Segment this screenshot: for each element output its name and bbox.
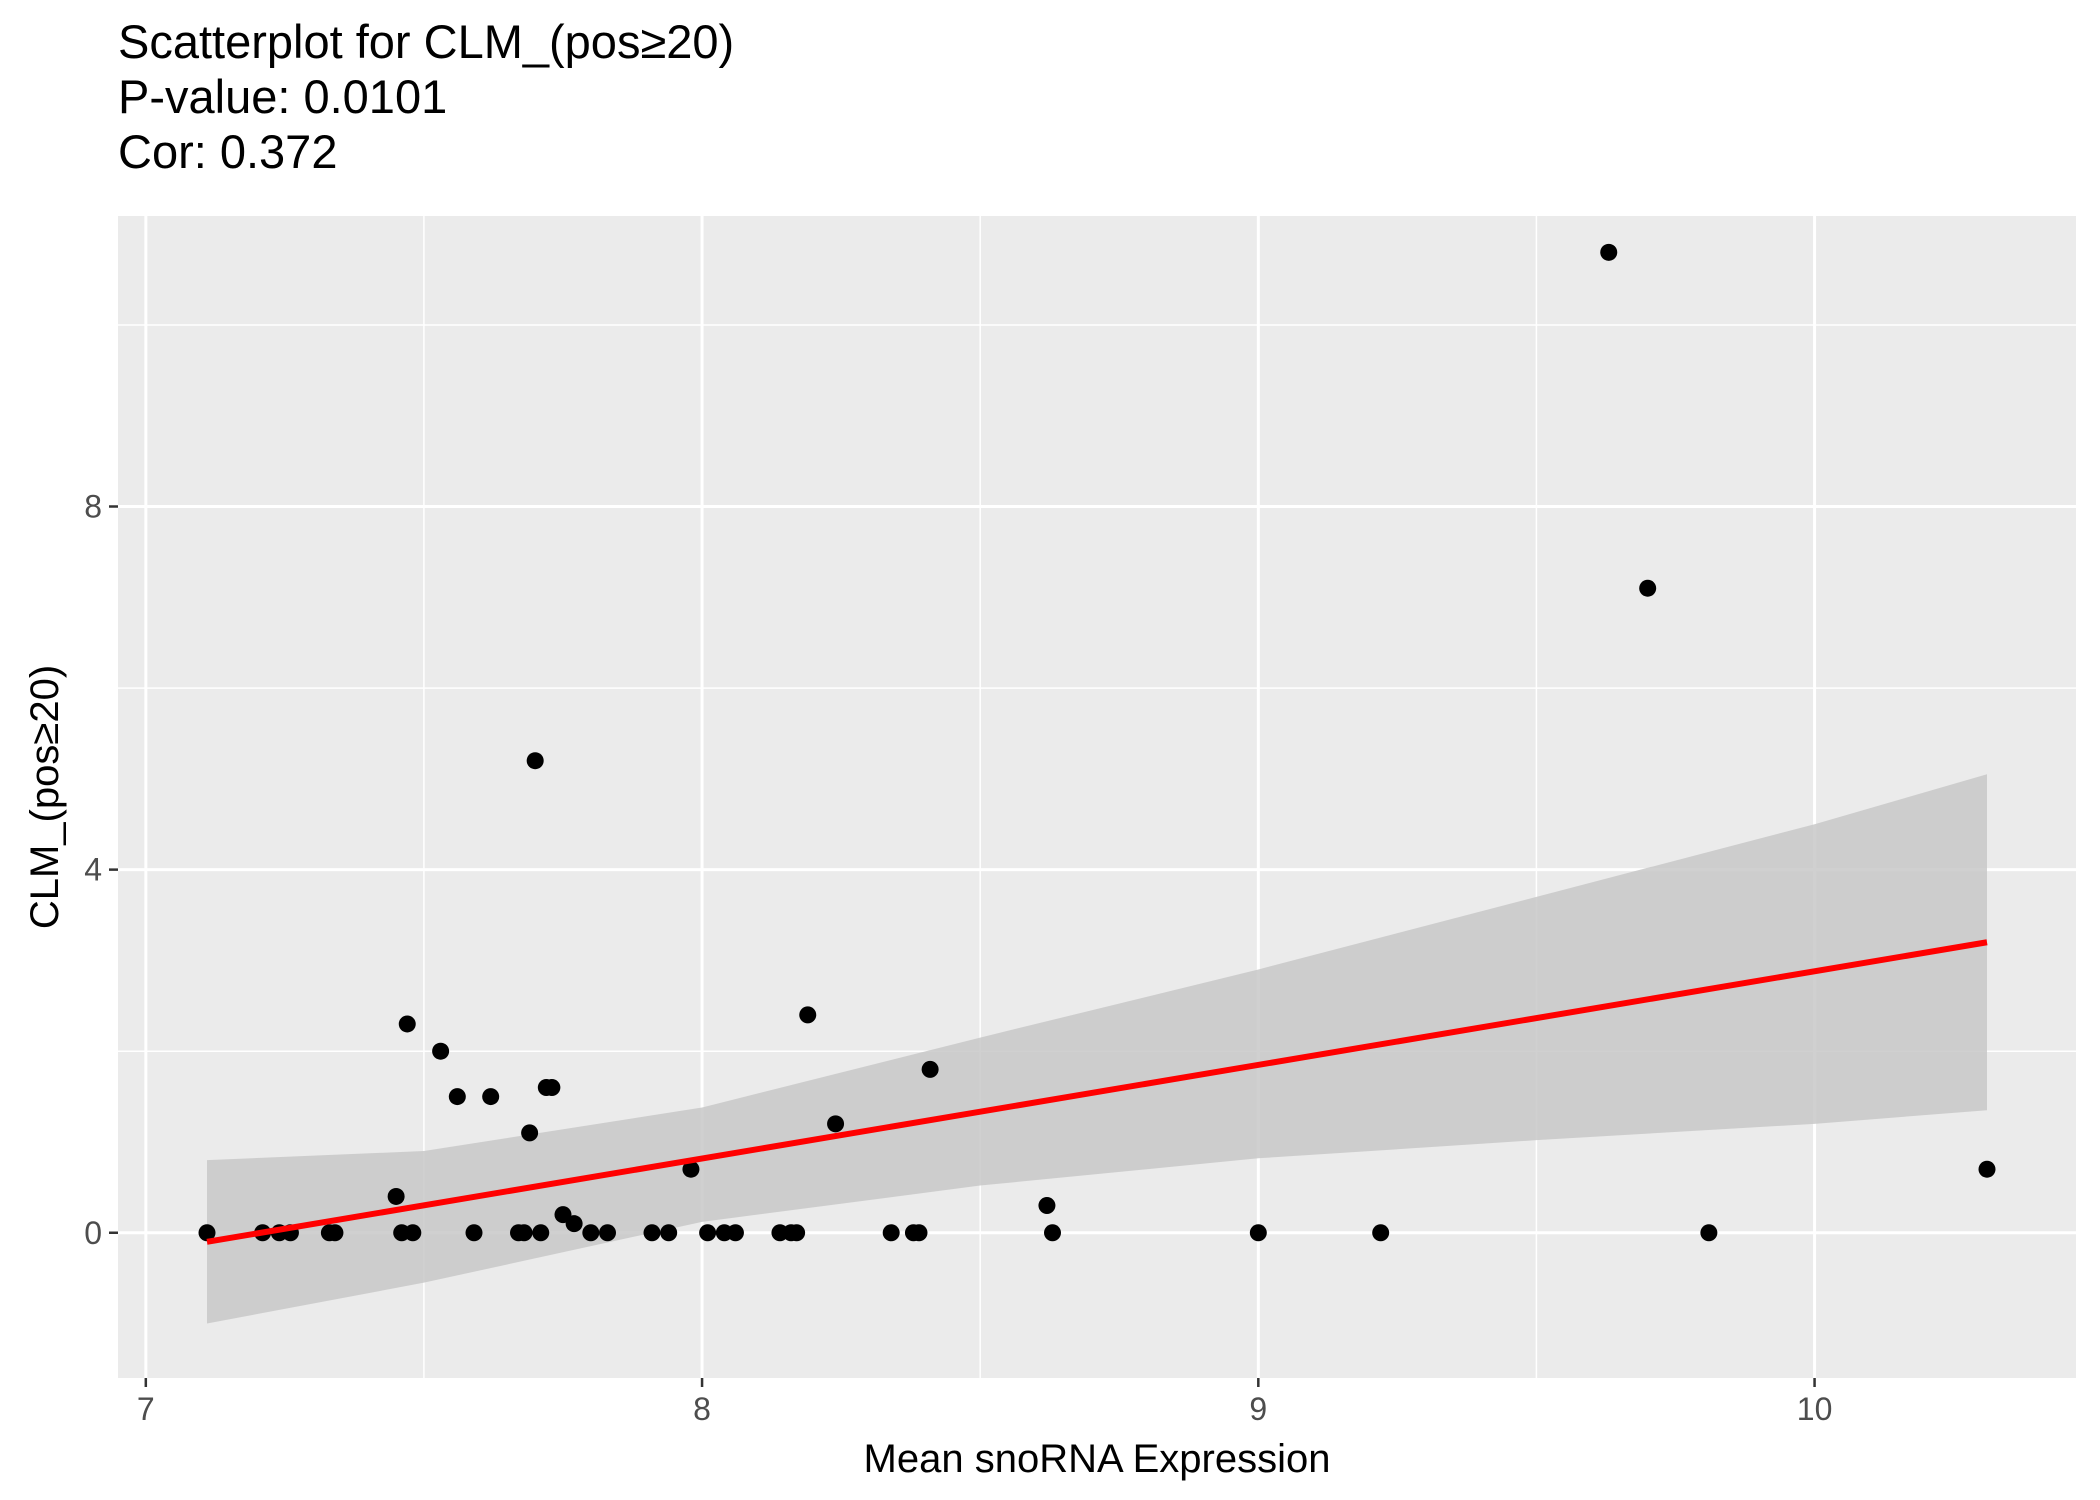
x-axis-title: Mean snoRNA Expression — [864, 1437, 1331, 1481]
x-tick-label: 8 — [693, 1391, 711, 1427]
data-point — [660, 1224, 678, 1242]
data-point — [921, 1060, 939, 1078]
data-point — [682, 1160, 700, 1178]
data-point — [515, 1224, 533, 1242]
data-point — [448, 1088, 466, 1106]
data-point — [827, 1115, 845, 1133]
y-tick-label: 4 — [84, 852, 102, 888]
data-point — [882, 1224, 900, 1242]
data-point — [699, 1224, 717, 1242]
x-tick-label: 10 — [1797, 1391, 1833, 1427]
y-axis-title: CLM_(pos≥20) — [23, 665, 67, 929]
data-point — [599, 1224, 616, 1242]
data-point — [1700, 1224, 1718, 1242]
data-points — [198, 243, 1996, 1242]
data-point — [910, 1224, 928, 1242]
y-axis-ticks: 0 4 8 — [84, 489, 118, 1251]
x-axis-ticks: 7 8 9 10 — [137, 1378, 1832, 1427]
chart-title: Scatterplot for CLM_(pos≥20) — [118, 15, 735, 68]
data-point — [198, 1224, 216, 1242]
data-point — [432, 1042, 450, 1060]
data-point — [1249, 1224, 1267, 1242]
data-point — [387, 1187, 405, 1205]
data-point — [526, 752, 544, 770]
data-point — [1044, 1224, 1061, 1242]
x-tick-label: 7 — [137, 1391, 155, 1427]
data-point — [532, 1224, 550, 1242]
data-point — [799, 1006, 817, 1024]
data-point — [1639, 579, 1657, 597]
data-point — [326, 1224, 344, 1242]
data-point — [1978, 1160, 1996, 1178]
data-point — [1038, 1197, 1056, 1215]
regression-line — [206, 939, 1988, 1245]
data-point — [1600, 243, 1618, 261]
data-point — [521, 1124, 539, 1142]
data-point — [565, 1215, 583, 1233]
major-gridlines — [118, 216, 2076, 1378]
data-point — [398, 1015, 416, 1033]
y-tick-label: 0 — [84, 1215, 102, 1251]
x-tick-label: 9 — [1249, 1391, 1267, 1427]
data-point — [543, 1079, 561, 1096]
confidence-band — [207, 774, 1987, 1324]
data-point — [465, 1224, 483, 1242]
data-point — [1372, 1224, 1390, 1242]
chart-subtitle-pvalue: P-value: 0.0101 — [118, 70, 448, 123]
y-tick-label: 8 — [84, 489, 102, 525]
data-point — [643, 1224, 661, 1242]
data-point — [404, 1224, 422, 1242]
data-point — [582, 1224, 600, 1242]
data-point — [482, 1088, 500, 1106]
data-point — [788, 1224, 806, 1242]
data-point — [726, 1224, 744, 1242]
chart-subtitle-cor: Cor: 0.372 — [118, 125, 338, 178]
chart-title-block: Scatterplot for CLM_(pos≥20) P-value: 0.… — [118, 14, 734, 179]
